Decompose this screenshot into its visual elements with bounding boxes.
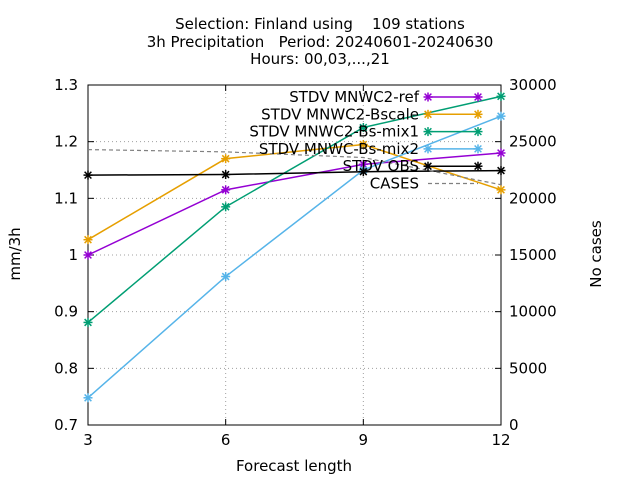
y2-tick-label: 20000 [509, 189, 557, 207]
legend-entry: STDV MNWC-Bs-mix2 [259, 140, 483, 158]
legend-label: STDV MNWC-Bs-mix2 [259, 140, 419, 158]
data-point [221, 185, 231, 195]
data-point [358, 123, 368, 132]
x-axis-label: Forecast length [236, 457, 352, 475]
data-point [358, 167, 368, 177]
y2-tick-label: 10000 [509, 303, 557, 321]
data-point [83, 250, 93, 260]
data-point [496, 91, 506, 101]
data-point [496, 148, 506, 158]
y2-tick-label: 30000 [509, 76, 557, 94]
data-point [83, 235, 93, 245]
y-tick-label: 1.1 [54, 189, 78, 207]
y-tick-label: 0.7 [54, 416, 78, 434]
legend-marker [473, 127, 483, 137]
legend-label: STDV MNWC2-ref [289, 88, 419, 106]
data-point [83, 170, 93, 180]
series-line [87, 149, 502, 186]
y-tick-label: 0.9 [54, 303, 78, 321]
y2-tick-label: 0 [509, 416, 519, 434]
y-tick-label: 0.8 [54, 359, 78, 377]
legend-marker [423, 161, 433, 171]
data-point [221, 154, 231, 164]
legend-label: STDV MNWC2-Bscale [261, 105, 419, 123]
chart-title-line-3: Hours: 00,03,...,21 [250, 50, 390, 68]
legend-marker [423, 109, 433, 119]
data-point [496, 166, 506, 176]
axes: 3 6 9 12 0.7 0.8 0.9 1 1.1 1.2 1.3 0 5000 10000 15000 2… [54, 76, 557, 449]
data-point [221, 272, 231, 282]
y-tick-label: 1.3 [54, 76, 78, 94]
series-line [87, 143, 502, 241]
series-stdv-mnwc2-bscale [83, 140, 506, 245]
legend-marker [473, 161, 483, 171]
x-tick-label: 9 [359, 431, 369, 449]
legend-entry: STDV OBS [343, 157, 483, 175]
data-point [496, 185, 506, 195]
legend-label: STDV MNWC2-Bs-mix1 [249, 123, 419, 141]
legend-marker [423, 127, 433, 137]
y2-tick-label: 25000 [509, 133, 557, 151]
data-point [83, 393, 93, 403]
legend-entry: STDV MNWC2-Bscale [261, 105, 483, 123]
legend-label: CASES [370, 175, 419, 193]
legend-entry: CASES [370, 175, 478, 193]
data-point [83, 317, 93, 327]
x-tick-label: 6 [221, 431, 231, 449]
series-lines [83, 91, 506, 403]
y-tick-label: 1.2 [54, 133, 78, 151]
series-stdv-mnwc2-ref [83, 148, 506, 260]
y-tick-label: 1 [68, 246, 78, 264]
legend-entry: STDV MNWC2-Bs-mix1 [249, 123, 483, 141]
legend-marker [473, 109, 483, 119]
chart-title-line-2: 3h Precipitation Period: 20240601-202406… [146, 33, 494, 51]
series-line [87, 95, 502, 324]
data-point [221, 170, 231, 180]
legend-marker [473, 144, 483, 154]
legend-marker [473, 92, 483, 102]
x-tick-label: 12 [491, 431, 510, 449]
y-axis-label: mm/3h [6, 227, 24, 280]
legend-label: STDV OBS [343, 157, 419, 175]
data-point [221, 202, 231, 212]
y2-tick-label: 5000 [509, 359, 547, 377]
legend-entry: STDV MNWC2-ref [289, 88, 483, 106]
series-stdv-mnwc2-bs-mix1 [83, 91, 506, 327]
series-cases [87, 149, 502, 186]
legend-marker [423, 92, 433, 102]
y2-tick-label: 15000 [509, 246, 557, 264]
legend-marker [423, 144, 433, 154]
series-line [87, 152, 502, 256]
data-point [496, 111, 506, 121]
x-tick-label: 3 [83, 431, 93, 449]
data-point [358, 140, 368, 149]
y2-axis-label: No cases [587, 220, 605, 288]
chart-title-line-1: Selection: Finland using 109 stations [175, 15, 465, 33]
series-line [87, 115, 502, 399]
